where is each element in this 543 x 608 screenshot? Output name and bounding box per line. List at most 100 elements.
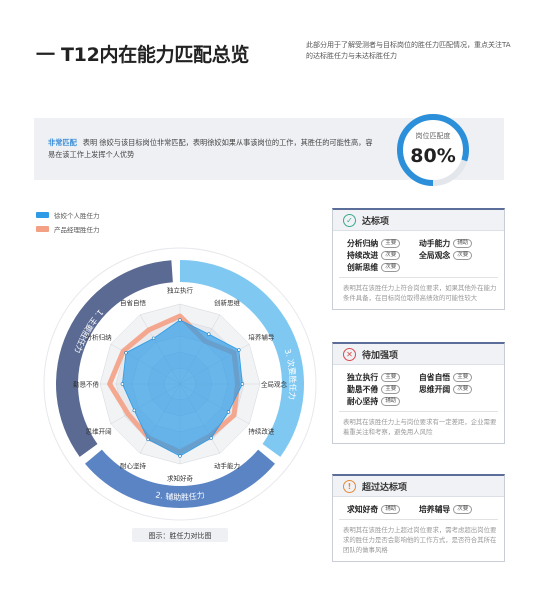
tag-list: 分析归纳 主要 动手能力 辅助 持续改进 次要 全局观念 次要 创新思维 次要 [333, 231, 504, 277]
competency-name: 耐心坚持 [347, 396, 379, 406]
card-header: ✓ 达标项 [333, 210, 504, 231]
competency-tag: 持续改进 次要 [347, 249, 419, 261]
radar-caption-text: 图示：胜任力对比图 [149, 531, 212, 540]
competency-tag: 自省自悟 主要 [419, 371, 491, 383]
tag-row: 分析归纳 主要 动手能力 辅助 [347, 237, 504, 249]
tag-row: 独立执行 主要 自省自悟 主要 [347, 371, 504, 383]
series-personal-point [237, 348, 241, 352]
radar-axis-label: 求知好奇 [167, 474, 194, 483]
card-exceeds: ! 超过达标项 求知好奇 辅助 培养辅导 次要 表明其在该胜任力上超过岗位要求，需考虑… [332, 474, 505, 562]
radar-axis-label: 培养辅导 [248, 333, 275, 342]
competency-tag: 创新思维 次要 [347, 261, 419, 273]
summary-description: 表明 徐姣与该目标岗位非常匹配，表明徐姣如果从事该岗位的工作，其胜任的可能性高，… [48, 138, 373, 159]
card-title: 达标项 [362, 216, 390, 227]
card-qualified: ✓ 达标项 分析归纳 主要 动手能力 辅助 持续改进 次要 全局观念 次要 创新思维 次要 表明其… [332, 208, 505, 310]
page-title: 一 T12内在能力匹配总览 [36, 44, 250, 66]
series-personal-point [120, 382, 125, 386]
competency-level-badge: 主要 [381, 372, 401, 382]
tag-list: 独立执行 主要 自省自悟 主要 勤恳不倦 主要 思维开阔 次要 耐心坚持 辅助 [333, 365, 504, 411]
radar-axis-label: 持续改进 [248, 427, 275, 436]
cross-icon: ✕ [343, 347, 356, 361]
competency-name: 培养辅导 [419, 504, 451, 514]
competency-tag: 独立执行 主要 [347, 371, 419, 383]
series-personal-point [124, 351, 128, 355]
competency-name: 勤恳不倦 [347, 384, 379, 394]
summary-text: 非常匹配 表明 徐姣与该目标岗位非常匹配，表明徐姣如果从事该岗位的工作，其胜任的可… [48, 137, 378, 161]
radar-axis-label: 动手能力 [214, 461, 240, 470]
series-personal-point [240, 382, 245, 386]
gauge-value: 80% [410, 145, 455, 167]
competency-name: 独立执行 [347, 372, 379, 382]
radar-axis-label: 创新思维 [214, 298, 241, 307]
exclamation-icon: ! [343, 479, 356, 493]
tag-row: 创新思维 次要 [347, 261, 504, 273]
radar-caption: 图示：胜任力对比图 [132, 528, 228, 542]
series-personal-point [226, 410, 231, 414]
radar-axis-label: 耐心坚持 [120, 461, 147, 470]
competency-tag: 全局观念 次要 [419, 249, 491, 261]
competency-name: 持续改进 [347, 250, 379, 260]
series-personal-point [146, 437, 150, 442]
card-description: 表明其在该胜任力上与岗位要求有一定差距，企业需要着重关注和考察，避免用人风险 [339, 411, 498, 443]
competency-tag: 耐心坚持 辅助 [347, 395, 419, 407]
competency-tag: 分析归纳 主要 [347, 237, 419, 249]
card-header: ! 超过达标项 [333, 476, 504, 497]
tag-row: 耐心坚持 辅助 [347, 395, 504, 407]
series-personal-point [207, 332, 211, 336]
card-title: 超过达标项 [362, 482, 408, 493]
match-level-label: 非常匹配 [48, 138, 77, 147]
ring-auxiliary-segment [85, 449, 275, 508]
competency-tag: 求知好奇 辅助 [347, 503, 419, 515]
competency-name: 求知好奇 [347, 504, 379, 514]
radar-axis-label: 独立执行 [167, 286, 194, 295]
page-header: 一 T12内在能力匹配总览 此部分用于了解受测者与目标岗位的胜任力匹配情况，重点… [36, 28, 516, 78]
series-personal-point [132, 408, 136, 413]
legend-swatch [36, 212, 49, 218]
competency-name: 思维开阔 [419, 384, 451, 394]
tag-row: 求知好奇 辅助 培养辅导 次要 [347, 503, 504, 515]
card-header: ✕ 待加强项 [333, 344, 504, 365]
series-personal-point [209, 436, 213, 440]
tag-list: 求知好奇 辅助 培养辅导 次要 [333, 497, 504, 519]
gauge-label: 岗位匹配度 [416, 131, 451, 140]
competency-level-badge: 主要 [381, 238, 401, 248]
competency-tag: 思维开阔 次要 [419, 383, 491, 395]
card-title: 待加强项 [362, 350, 399, 361]
legend-label: 徐姣个人胜任力 [54, 212, 100, 220]
competency-level-badge: 辅助 [453, 238, 473, 248]
competency-level-badge: 主要 [453, 372, 473, 382]
ring-secondary-segment [180, 260, 304, 457]
radar-axis-label: 勤恳不倦 [73, 380, 100, 389]
competency-level-badge: 辅助 [381, 396, 401, 406]
legend-swatch [36, 226, 49, 232]
competency-name: 全局观念 [419, 250, 451, 260]
radar-caption-bg [132, 528, 228, 542]
series-personal-point [151, 336, 156, 340]
competency-name: 自省自悟 [419, 372, 451, 382]
competency-tag: 动手能力 辅助 [419, 237, 491, 249]
competency-name: 分析归纳 [347, 238, 379, 248]
card-description: 表明其在该胜任力上超过岗位要求，需考虑超出岗位要求的胜任力是否会影响他的工作方式… [339, 519, 498, 561]
competency-level-badge: 主要 [381, 384, 401, 394]
radar-axis-label: 思维开阔 [86, 427, 112, 436]
competency-name: 创新思维 [347, 262, 379, 272]
match-gauge: 岗位匹配度 80% [397, 114, 469, 186]
competency-level-badge: 次要 [453, 504, 473, 514]
series-personal-point [178, 318, 182, 322]
radar-axis-label: 分析归纳 [86, 333, 112, 342]
series-personal-point [178, 454, 182, 458]
radar-axis-label: 自省自悟 [120, 298, 147, 307]
ring-label-auxiliary: 2. 辅助胜任力 [155, 489, 206, 502]
competency-level-badge: 次要 [381, 250, 401, 260]
card-to-improve: ✕ 待加强项 独立执行 主要 自省自悟 主要 勤恳不倦 主要 思维开阔 次要 耐心坚持 辅助 表明… [332, 342, 505, 444]
gauge-arc [397, 114, 469, 186]
ring-label-auxiliary-path: 2. 辅助胜任力 [155, 489, 206, 502]
competency-tag: 勤恳不倦 主要 [347, 383, 419, 395]
check-icon: ✓ [343, 213, 356, 227]
legend-item-target: 产品经理胜任力 [36, 222, 100, 236]
tag-row: 持续改进 次要 全局观念 次要 [347, 249, 504, 261]
legend-item-personal: 徐姣个人胜任力 [36, 208, 100, 222]
radar-axis-label: 全局观念 [261, 380, 288, 389]
competency-level-badge: 次要 [453, 384, 473, 394]
